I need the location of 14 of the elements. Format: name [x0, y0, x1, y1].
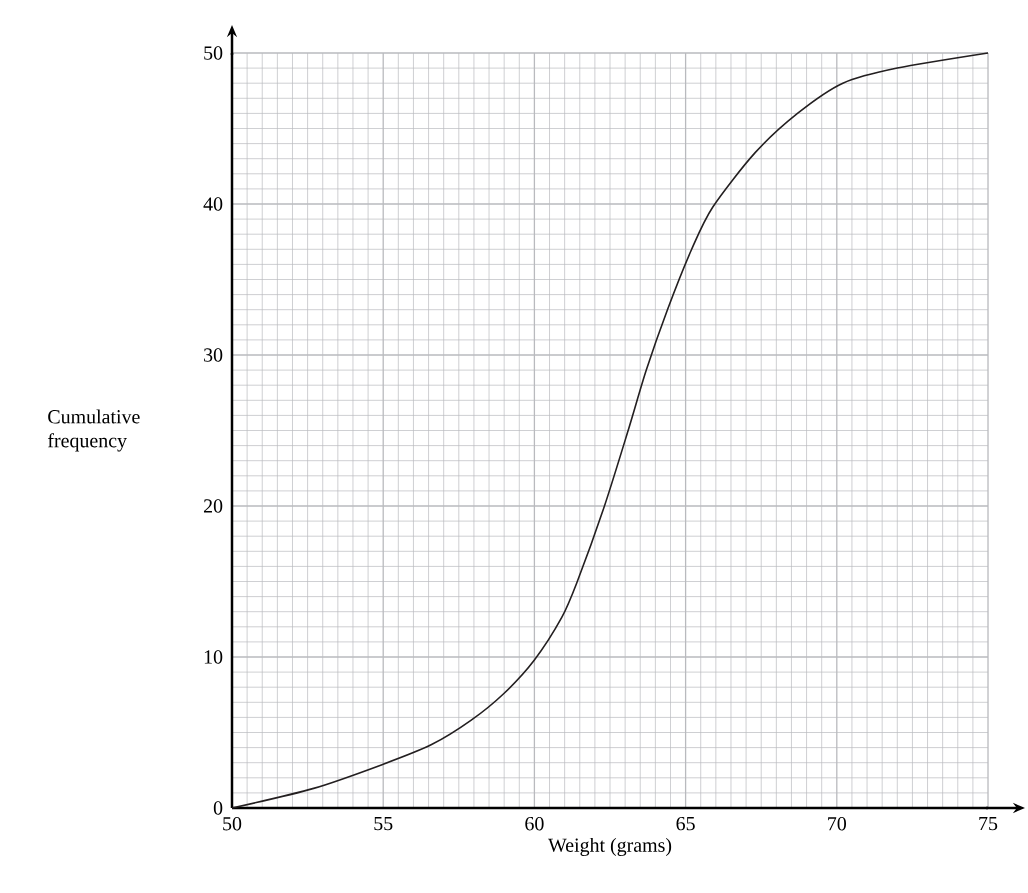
x-tick-label: 75 — [979, 816, 998, 831]
y-tick-label: 30 — [204, 348, 223, 362]
x-tick-label: 50 — [223, 816, 242, 831]
x-tick-label: 60 — [525, 816, 544, 831]
y-tick-label: 0 — [213, 801, 223, 815]
y-tick-label: 20 — [203, 499, 223, 513]
y-tick-label: 10 — [204, 650, 223, 664]
x-tick-label: 70 — [828, 816, 847, 831]
y-tick-label: 40 — [203, 197, 223, 211]
y-tick-label: 50 — [204, 46, 223, 60]
y-axis-title: Cumulative frequency — [47, 409, 140, 452]
x-tick-label: 55 — [374, 816, 393, 831]
x-axis-title: Weight (grams) — [548, 837, 672, 857]
x-tick-label: 65 — [676, 816, 695, 831]
